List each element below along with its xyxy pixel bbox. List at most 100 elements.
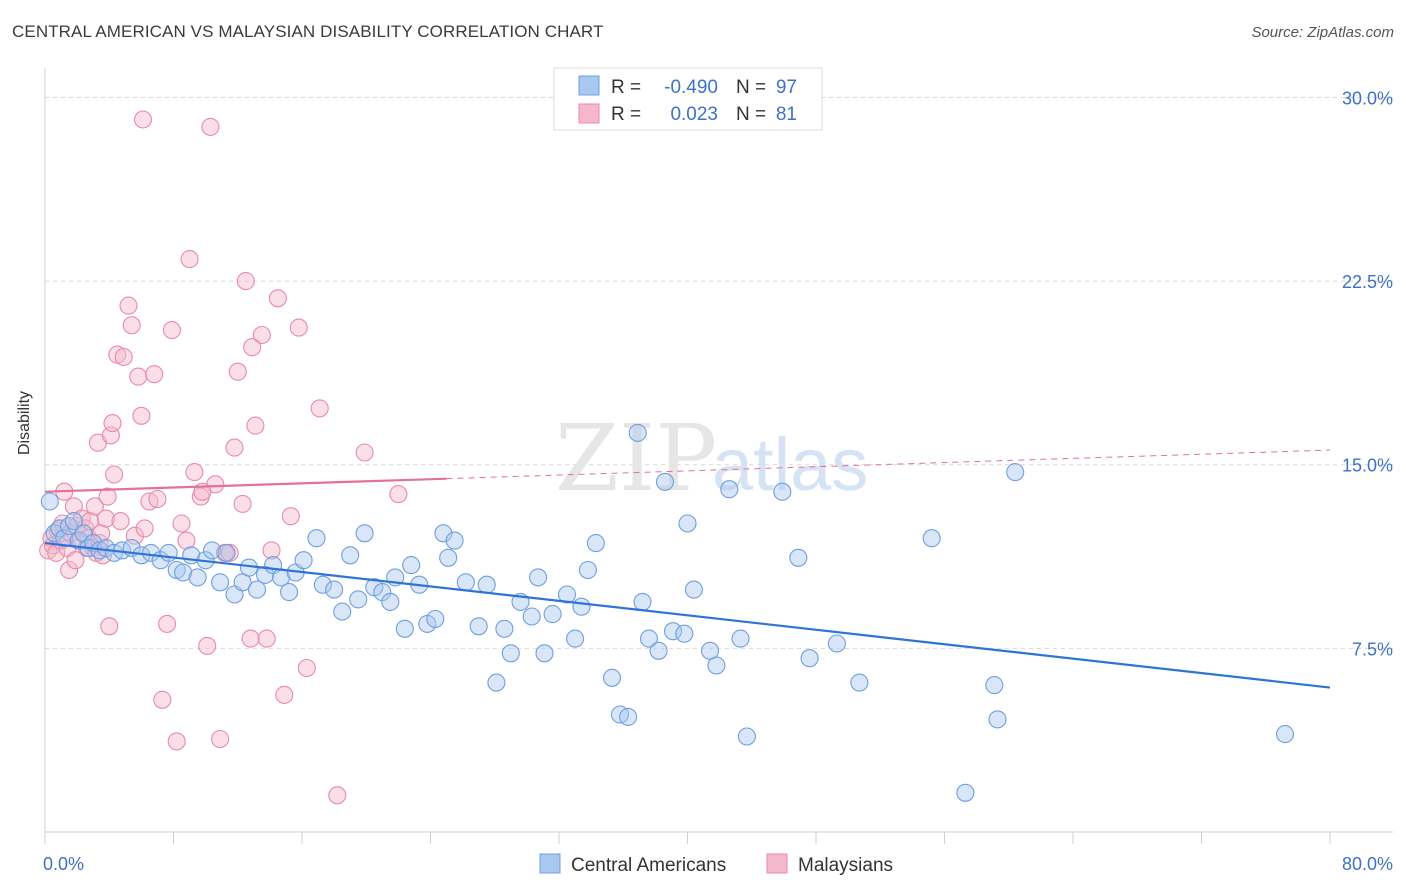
central-americans-point-60 xyxy=(495,619,514,638)
malaysians-point-36 xyxy=(119,296,138,315)
malaysians-point-28 xyxy=(98,487,117,506)
central-americans-point-78 xyxy=(649,641,668,660)
central-americans-point-49 xyxy=(402,556,421,575)
legend-swatch-central-americans xyxy=(578,75,600,96)
central-americans-point-71 xyxy=(586,534,605,553)
malaysians-point-40 xyxy=(132,406,151,425)
central-americans-point-0 xyxy=(40,492,59,511)
malaysians-point-50 xyxy=(177,531,196,550)
central-americans-point-48 xyxy=(395,619,414,638)
central-americans-point-61 xyxy=(501,644,520,663)
central-americans-point-56 xyxy=(456,573,475,592)
central-americans-point-37 xyxy=(307,529,326,548)
central-americans-point-88 xyxy=(737,727,756,746)
malaysians-point-77 xyxy=(389,485,408,504)
malaysians-point-73 xyxy=(297,658,316,678)
malaysians-point-21 xyxy=(85,497,104,516)
series-legend-swatch-malaysians xyxy=(766,853,788,874)
central-americans-point-5 xyxy=(64,512,83,531)
legend-r-label-2: R = xyxy=(611,104,641,125)
x-tick-label-max: 80.0% xyxy=(1342,854,1393,874)
central-americans-point-89 xyxy=(773,482,792,501)
malaysians-point-48 xyxy=(167,732,186,751)
central-americans-point-42 xyxy=(349,590,368,609)
central-americans-point-83 xyxy=(684,580,703,599)
y-tick-label-0: 7.5% xyxy=(1352,639,1393,659)
central-americans-point-90 xyxy=(789,548,808,567)
central-americans-point-92 xyxy=(827,634,846,653)
malaysians-point-76 xyxy=(355,443,374,462)
central-americans-point-4 xyxy=(60,516,79,536)
central-americans-point-65 xyxy=(535,644,554,663)
malaysians-point-49 xyxy=(172,514,191,533)
central-americans-point-93 xyxy=(850,673,869,692)
malaysians-point-37 xyxy=(122,316,141,335)
central-americans-point-43 xyxy=(355,524,374,543)
malaysians-points xyxy=(39,110,408,805)
malaysians-point-66 xyxy=(252,325,271,345)
central-americans-point-99 xyxy=(1275,725,1295,744)
watermark-atlas: atlas xyxy=(712,423,868,506)
central-americans-point-85 xyxy=(707,656,726,675)
malaysians-point-32 xyxy=(105,465,124,484)
legend-n-value-1: 97 xyxy=(776,77,797,98)
malaysians-point-60 xyxy=(225,438,244,457)
central-americans-point-66 xyxy=(543,605,562,624)
central-americans-point-87 xyxy=(731,629,750,648)
central-americans-point-76 xyxy=(633,592,652,611)
malaysians-point-71 xyxy=(281,507,300,526)
malaysians-point-62 xyxy=(233,494,252,513)
central-americans-point-25 xyxy=(211,573,230,592)
central-americans-point-54 xyxy=(439,548,458,567)
trend-lines xyxy=(44,449,1331,689)
central-americans-point-80 xyxy=(663,622,683,641)
central-americans-point-91 xyxy=(800,649,819,668)
series-legend-swatch-central-americans xyxy=(539,853,561,874)
central-americans-point-7 xyxy=(74,524,93,543)
legend-r-value-2: 0.023 xyxy=(670,104,718,125)
malaysians-point-29 xyxy=(100,617,119,636)
central-americans-point-1 xyxy=(45,524,64,543)
malaysians-point-64 xyxy=(241,629,260,648)
malaysians-point-52 xyxy=(185,463,204,482)
malaysians-point-79 xyxy=(243,338,262,357)
central-americans-point-39 xyxy=(325,580,344,599)
malaysians-point-61 xyxy=(228,362,247,381)
central-americans-point-67 xyxy=(557,585,577,604)
malaysians-point-65 xyxy=(246,416,265,435)
axes xyxy=(44,68,1393,844)
malaysians-point-68 xyxy=(262,541,281,560)
central-americans-point-94 xyxy=(922,529,941,548)
central-americans-point-63 xyxy=(522,607,541,626)
central-americans-point-16 xyxy=(141,543,161,562)
malaysians-point-43 xyxy=(145,365,164,384)
central-americans-point-68 xyxy=(566,629,585,648)
legend-r-value-1: -0.490 xyxy=(664,77,718,98)
malaysians-point-72 xyxy=(289,318,308,337)
malaysians-point-35 xyxy=(114,347,133,367)
malaysians-point-46 xyxy=(158,614,177,633)
central-americans-point-97 xyxy=(988,710,1007,729)
malaysians-trend-line xyxy=(44,477,447,493)
correlation-legend: R = -0.490 N = 97 R = 0.023 N = 81 xyxy=(553,67,823,131)
malaysians-point-41 xyxy=(135,519,154,538)
central-americans-point-36 xyxy=(294,551,313,570)
central-americans-point-38 xyxy=(313,575,332,594)
watermark-zip: ZIP xyxy=(555,405,717,512)
legend-n-label-1: N = xyxy=(736,77,766,98)
central-americans-point-64 xyxy=(529,568,548,587)
central-americans-point-20 xyxy=(174,563,193,582)
central-americans-point-79 xyxy=(655,472,675,491)
legend-r-label-1: R = xyxy=(611,77,641,98)
malaysians-point-44 xyxy=(148,489,167,509)
x-tick-labels: 0.0% 80.0% xyxy=(43,854,1393,874)
y-tick-labels: 7.5% 15.0% 22.5% 30.0% xyxy=(1342,88,1393,659)
legend-n-label-2: N = xyxy=(736,104,766,125)
central-americans-point-75 xyxy=(628,423,647,442)
malaysians-point-63 xyxy=(236,272,255,291)
central-americans-point-52 xyxy=(426,609,445,629)
malaysians-point-27 xyxy=(96,509,116,528)
central-americans-point-24 xyxy=(203,541,222,560)
central-americans-point-72 xyxy=(602,668,622,687)
